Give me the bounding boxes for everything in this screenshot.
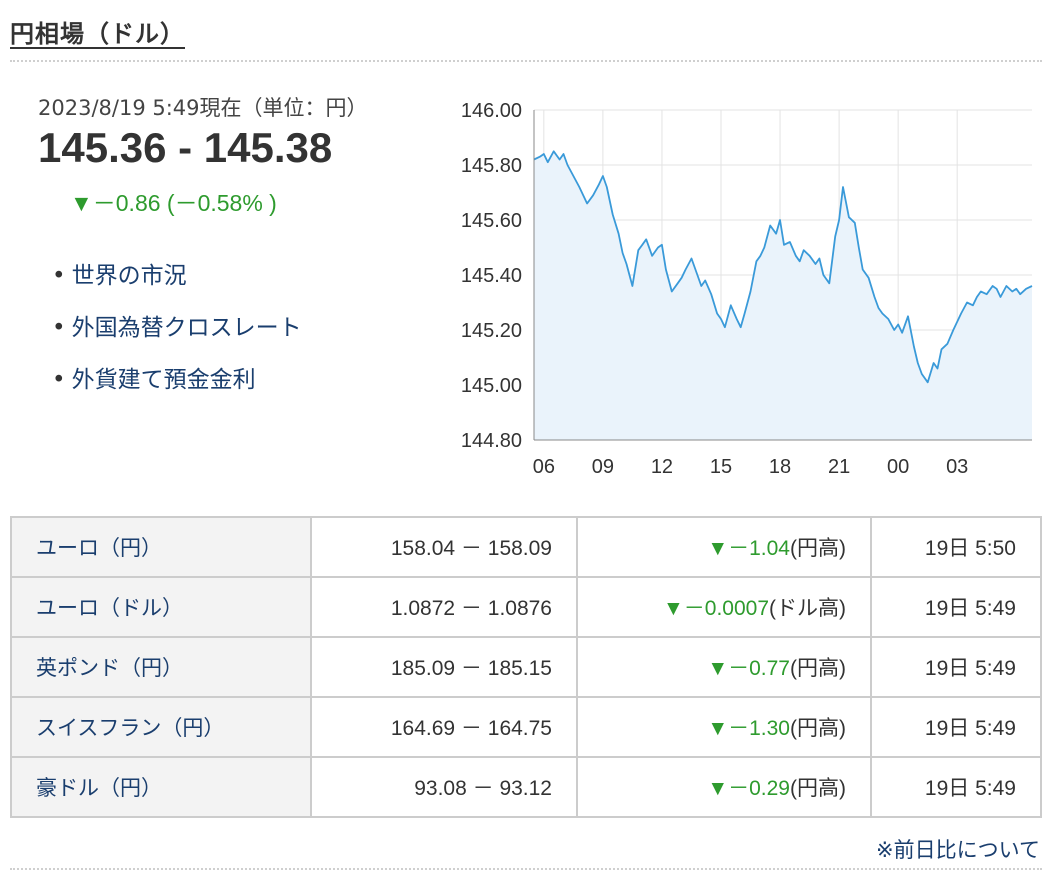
as-of-timestamp: 2023/8/19 5:49現在（単位：円） (38, 96, 368, 120)
table-row: スイスフラン（円） 164.69 － 164.75 ▼－1.30(円高) 19日… (10, 696, 1042, 758)
x-tick-label: 12 (651, 456, 673, 478)
change-value: ▼－1.30(円高) (576, 696, 872, 758)
currency-table: ユーロ（円） 158.04 － 158.09 ▼－1.04(円高) 19日 5:… (10, 516, 1042, 818)
change-direction: (円高) (790, 777, 846, 800)
x-tick-label: 09 (592, 456, 614, 478)
bullet-icon: • (52, 263, 66, 289)
change-amount: ▼－1.04 (707, 537, 790, 560)
table-row: 英ポンド（円） 185.09 － 185.15 ▼－0.77(円高) 19日 5… (10, 636, 1042, 698)
usd-jpy-rate: 145.36 - 145.38 (38, 124, 333, 171)
change-amount: ▼－0.77 (707, 657, 790, 680)
link-item: • 外国為替クロスレート (52, 308, 302, 360)
change-value: ▼－1.04(円高) (576, 516, 872, 578)
divider-bottom (10, 868, 1042, 870)
y-tick-label: 145.00 (461, 375, 522, 397)
link-item: • 外貨建て預金金利 (52, 360, 302, 412)
bid-ask-value: 1.0872 － 1.0876 (310, 576, 578, 638)
y-tick-label: 144.80 (461, 430, 522, 452)
change-amount: ▼－0.0007 (662, 597, 769, 620)
change-amount: ▼－1.30 (707, 717, 790, 740)
update-time: 19日 5:49 (870, 576, 1042, 638)
change-note-link[interactable]: ※前日比について (876, 838, 1040, 862)
series-area (534, 151, 1032, 441)
link-deposit-rates[interactable]: 外貨建て預金金利 (71, 367, 256, 393)
change-value: ▼－0.77(円高) (576, 636, 872, 698)
related-links: • 世界の市況 • 外国為替クロスレート • 外貨建て預金金利 (52, 256, 302, 412)
change-value: ▼－0.29(円高) (576, 756, 872, 818)
table-row: ユーロ（ドル） 1.0872 － 1.0876 ▼－0.0007(ドル高) 19… (10, 576, 1042, 638)
y-tick-label: 145.80 (461, 155, 522, 177)
link-world-markets[interactable]: 世界の市況 (71, 263, 187, 289)
y-tick-label: 146.00 (461, 100, 522, 122)
x-tick-label: 00 (887, 456, 909, 478)
bid-ask-value: 164.69 － 164.75 (310, 696, 578, 758)
x-tick-label: 15 (710, 456, 732, 478)
currency-pair-name[interactable]: スイスフラン（円） (10, 696, 312, 758)
update-time: 19日 5:49 (870, 756, 1042, 818)
x-tick-label: 21 (828, 456, 850, 478)
usd-jpy-change: ▼－0.86 (－0.58% ) (70, 190, 277, 216)
change-direction: (円高) (790, 657, 846, 680)
divider-top (10, 60, 1042, 62)
change-value: ▼－0.0007(ドル高) (576, 576, 872, 638)
page-title: 円相場（ドル） (10, 20, 185, 48)
bullet-icon: • (52, 315, 66, 341)
x-tick-label: 18 (769, 456, 791, 478)
currency-pair-link[interactable]: ユーロ（ドル） (36, 597, 183, 620)
bullet-icon: • (52, 367, 66, 393)
table-row: 豪ドル（円） 93.08 － 93.12 ▼－0.29(円高) 19日 5:49 (10, 756, 1042, 818)
currency-pair-link[interactable]: スイスフラン（円） (36, 717, 225, 740)
x-tick-label: 03 (946, 456, 968, 478)
x-tick-label: 06 (533, 456, 555, 478)
link-cross-rates[interactable]: 外国為替クロスレート (71, 315, 302, 341)
update-time: 19日 5:50 (870, 516, 1042, 578)
update-time: 19日 5:49 (870, 636, 1042, 698)
currency-pair-link[interactable]: 英ポンド（円） (36, 657, 183, 680)
currency-pair-link[interactable]: 豪ドル（円） (36, 777, 162, 800)
y-tick-label: 145.20 (461, 320, 522, 342)
change-direction: (ドル高) (769, 597, 846, 620)
currency-pair-link[interactable]: ユーロ（円） (36, 537, 162, 560)
currency-pair-name[interactable]: ユーロ（ドル） (10, 576, 312, 638)
update-time: 19日 5:49 (870, 696, 1042, 758)
table-row: ユーロ（円） 158.04 － 158.09 ▼－1.04(円高) 19日 5:… (10, 516, 1042, 578)
link-item: • 世界の市況 (52, 256, 302, 308)
currency-pair-name[interactable]: 英ポンド（円） (10, 636, 312, 698)
bid-ask-value: 158.04 － 158.09 (310, 516, 578, 578)
change-direction: (円高) (790, 537, 846, 560)
y-tick-label: 145.60 (461, 210, 522, 232)
bid-ask-value: 185.09 － 185.15 (310, 636, 578, 698)
bid-ask-value: 93.08 － 93.12 (310, 756, 578, 818)
usd-jpy-intraday-chart: 146.00 145.80 145.60 145.40 145.20 145.00 144.… (461, 100, 1033, 478)
y-tick-label: 145.40 (461, 265, 522, 287)
change-direction: (円高) (790, 717, 846, 740)
currency-pair-name[interactable]: 豪ドル（円） (10, 756, 312, 818)
series-line (533, 150, 1033, 384)
change-amount: ▼－0.29 (707, 777, 790, 800)
currency-pair-name[interactable]: ユーロ（円） (10, 516, 312, 578)
